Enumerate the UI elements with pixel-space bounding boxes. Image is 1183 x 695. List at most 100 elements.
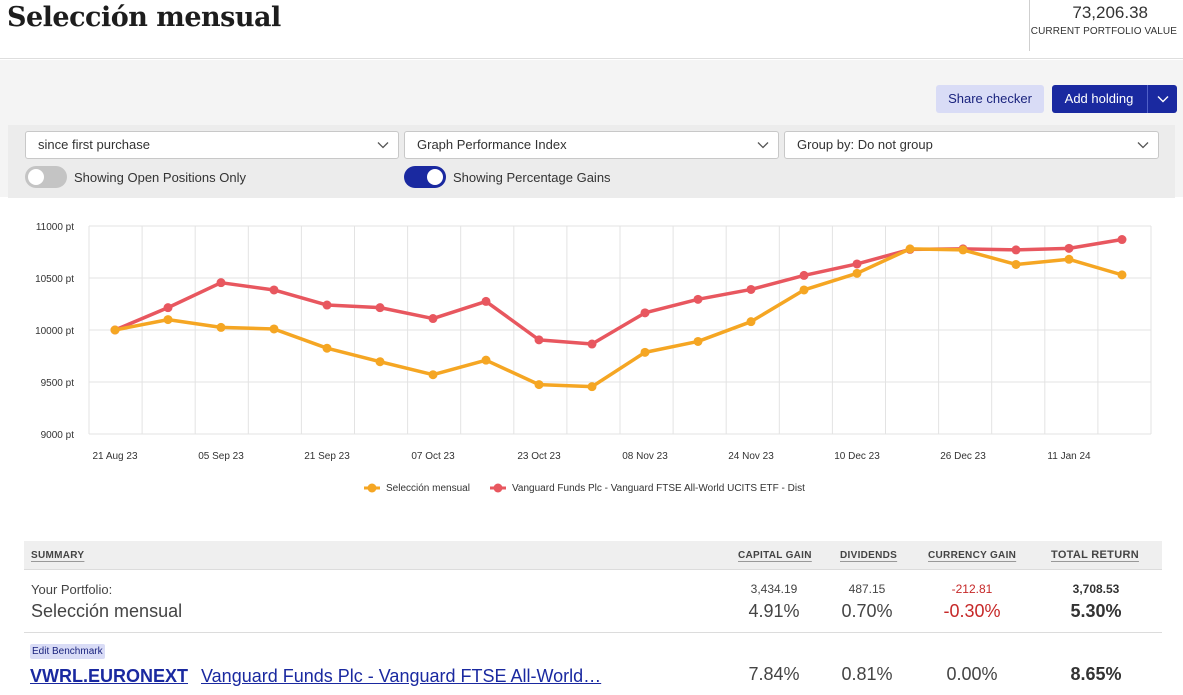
data-point: [1117, 270, 1127, 280]
performance-chart-svg: 11000 pt 10500 pt 10000 pt 9500 pt 9000 pt 21…: [35, 222, 1152, 494]
y-tick-label: 11000 pt: [36, 222, 74, 233]
x-tick-label: 05 Sep 23: [198, 451, 244, 462]
data-point: [428, 314, 438, 324]
portfolio-value: 73,206.38: [1072, 3, 1148, 22]
add-holding-button[interactable]: Add holding: [1064, 91, 1134, 106]
open-positions-toggle-label: Showing Open Positions Only: [74, 169, 246, 185]
portfolio-capital-gain-pct: 4.91%: [748, 601, 800, 621]
series-line: [113, 247, 1124, 389]
y-tick-label: 9500 pt: [41, 378, 75, 389]
chevron-down-icon: [1157, 96, 1168, 103]
x-tick-label: 21 Aug 23: [92, 451, 137, 462]
benchmark-dividends-pct: 0.81%: [841, 664, 893, 684]
benchmark-name-link[interactable]: Vanguard Funds Plc - Vanguard FTSE All-W…: [201, 666, 602, 686]
group-by-select-value: Group by: Do not group: [797, 137, 933, 152]
data-point: [1064, 243, 1074, 253]
x-tick-label: 21 Sep 23: [304, 451, 350, 462]
data-point: [1117, 235, 1127, 245]
data-point: [852, 259, 862, 269]
summary-header: SUMMARY CAPITAL GAIN DIVIDENDS CURRENCY …: [24, 541, 1162, 570]
data-point: [269, 324, 279, 334]
open-positions-toggle[interactable]: [25, 166, 67, 188]
data-point: [799, 270, 809, 280]
group-by-select[interactable]: Group by: Do not group: [784, 131, 1159, 159]
legend-marker: [493, 483, 503, 493]
summary-row-benchmark: Edit Benchmark VWRL.EURONEXT Vanguard Fu…: [24, 634, 1162, 695]
legend-label: Vanguard Funds Plc - Vanguard FTSE All-W…: [512, 483, 805, 494]
portfolio-capital-gain: 3,434.19: [750, 582, 798, 596]
portfolio-total-return: 3,708.53: [1072, 582, 1120, 596]
add-holding-dropdown-button[interactable]: [1148, 85, 1177, 113]
data-point: [587, 382, 597, 392]
data-point: [163, 303, 173, 313]
data-point: [693, 336, 703, 346]
portfolio-dividends: 487.15: [848, 582, 886, 596]
portfolio-name: Selección mensual: [31, 601, 183, 621]
top-bar: Selección mensual 73,206.38 CURRENT PORT…: [0, 0, 1183, 59]
benchmark-capital-gain-pct: 7.84%: [748, 664, 800, 684]
period-select[interactable]: since first purchase: [25, 131, 399, 159]
toggle-knob: [28, 169, 44, 185]
edit-benchmark-button[interactable]: Edit Benchmark: [30, 644, 105, 659]
percentage-gains-toggle[interactable]: [404, 166, 446, 188]
data-point: [640, 308, 650, 318]
summary-row-portfolio: Your Portfolio: Selección mensual 3,434.…: [24, 571, 1162, 633]
performance-chart: 11000 pt 10500 pt 10000 pt 9500 pt 9000 pt 21…: [8, 200, 1175, 510]
benchmark-currency-gain-pct: 0.00%: [946, 664, 998, 684]
summary-header-currency-gain[interactable]: CURRENCY GAIN: [928, 550, 1017, 561]
portfolio-total-return-pct: 5.30%: [1070, 601, 1122, 621]
percentage-gains-toggle-label: Showing Percentage Gains: [453, 169, 611, 185]
data-point: [322, 343, 332, 353]
data-point: [905, 244, 915, 254]
data-point: [958, 245, 968, 255]
y-tick-label: 10000 pt: [35, 326, 74, 337]
benchmark-ticker-link[interactable]: VWRL.EURONEXT: [30, 666, 189, 686]
portfolio-value-label: CURRENT PORTFOLIO VALUE: [1030, 26, 1177, 37]
graph-type-select-value: Graph Performance Index: [417, 137, 567, 152]
data-point: [428, 370, 438, 380]
legend-label: Selección mensual: [386, 483, 470, 494]
page-title: Selección mensual: [7, 2, 281, 33]
portfolio-currency-gain-pct: -0.30%: [943, 601, 1001, 621]
x-tick-label: 24 Nov 23: [728, 451, 774, 462]
percentage-gains-toggle-row: Showing Percentage Gains: [404, 166, 611, 188]
summary-header-total-return[interactable]: TOTAL RETURN: [1051, 549, 1139, 561]
chevron-down-icon: [757, 142, 769, 149]
x-tick-label: 23 Oct 23: [517, 451, 561, 462]
portfolio-value-box: 73,206.38 CURRENT PORTFOLIO VALUE: [1029, 0, 1183, 51]
share-checker-button[interactable]: Share checker: [936, 85, 1044, 113]
data-point: [534, 335, 544, 345]
add-holding-button-group: Add holding: [1052, 85, 1177, 113]
portfolio-label: Your Portfolio:: [31, 582, 113, 597]
data-point: [110, 325, 120, 335]
portfolio-dividends-pct: 0.70%: [841, 601, 893, 621]
summary-header-capital-gain[interactable]: CAPITAL GAIN: [738, 550, 812, 561]
data-point: [534, 380, 544, 390]
summary-header-dividends[interactable]: DIVIDENDS: [840, 550, 898, 561]
toggle-knob: [427, 169, 443, 185]
data-point: [322, 300, 332, 310]
period-select-value: since first purchase: [38, 137, 150, 152]
legend-marker: [367, 483, 377, 493]
data-point: [216, 278, 226, 288]
x-tick-label: 07 Oct 23: [411, 451, 455, 462]
data-point: [746, 284, 756, 294]
button-divider: [1147, 85, 1148, 113]
data-point: [216, 322, 226, 332]
data-point: [640, 347, 650, 357]
x-tick-label: 08 Nov 23: [622, 451, 668, 462]
graph-type-select[interactable]: Graph Performance Index: [404, 131, 779, 159]
data-point: [1064, 254, 1074, 264]
data-point: [375, 357, 385, 367]
data-point: [481, 296, 491, 306]
data-point: [481, 355, 491, 365]
data-point: [746, 317, 756, 327]
data-point: [587, 339, 597, 349]
x-tick-label: 10 Dec 23: [834, 451, 880, 462]
data-point: [163, 315, 173, 325]
y-tick-label: 9000 pt: [41, 430, 75, 441]
chevron-down-icon: [1137, 142, 1149, 149]
summary-header-summary[interactable]: SUMMARY: [31, 550, 85, 561]
portfolio-currency-gain: -212.81: [951, 582, 993, 596]
data-point: [799, 285, 809, 295]
